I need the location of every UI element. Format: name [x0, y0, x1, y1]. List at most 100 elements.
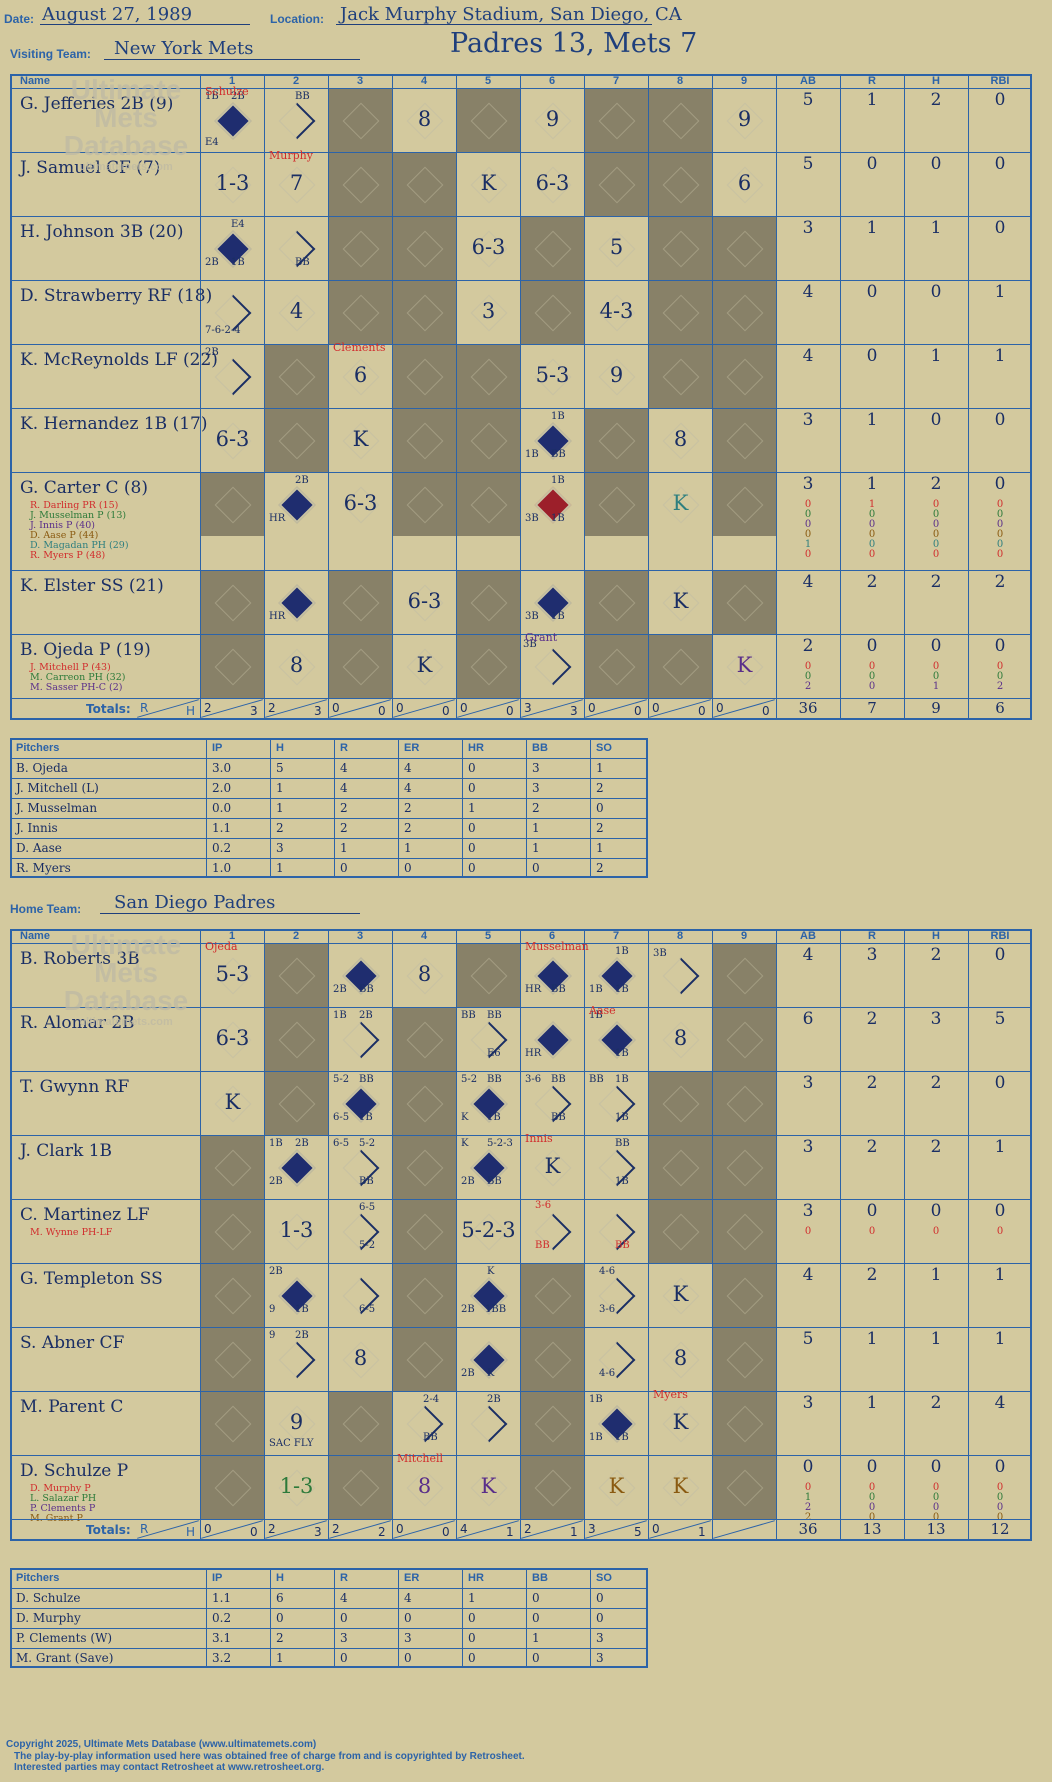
vis-plate-appearance-cell: 1-3 [201, 153, 264, 216]
home-plate-appearance-cell: K Innis [521, 1132, 584, 1199]
home-pitch-header: R [340, 1572, 348, 1584]
vis-pitch-cell: 3 [532, 781, 540, 795]
home-plate-appearance-cell [713, 1072, 776, 1135]
vis-sub-stat: 0 [868, 539, 876, 550]
vis-pitch-cell: 2 [340, 821, 348, 835]
vis-plate-appearance-cell [713, 473, 776, 536]
home-pitch-cell: 2 [276, 1631, 284, 1645]
home-play-result: K [544, 1154, 561, 1178]
home-stat-r: 2 [866, 1073, 878, 1093]
home-play-result: 8 [417, 1474, 432, 1498]
vis-sub-stat: 0 [804, 499, 812, 510]
vis-inning-runs: 0 [332, 701, 340, 715]
vis-plate-appearance-cell [649, 89, 712, 152]
home-header-r: R [868, 930, 876, 942]
vis-stat-rbi: 0 [994, 90, 1006, 110]
home-watermark-line3: Database [63, 985, 189, 1016]
home-play-mark: BB [615, 1240, 630, 1251]
home-plate-appearance-cell: 6-5 5-2 [329, 1200, 392, 1263]
vis-play-result: 8 [417, 107, 432, 131]
home-plate-appearance-cell [393, 1072, 456, 1135]
vis-stat-ab: 3 [802, 410, 814, 430]
vis-vline [648, 74, 649, 720]
vis-play-mark: 1B [551, 475, 565, 486]
home-play-mark: 2-4 [423, 1394, 440, 1405]
vis-stat-ab: 5 [802, 90, 814, 110]
home-plate-appearance-cell: 8 [393, 944, 456, 1007]
vis-pitch-cell: 2 [276, 821, 284, 835]
home-plate-appearance-cell: 8 Mitchell [393, 1452, 456, 1519]
base-diamond [726, 1085, 764, 1123]
home-sub-stat: 0 [996, 1482, 1004, 1493]
home-play-result: 5-2-3 [461, 1218, 516, 1242]
home-sub-stat: 0 [932, 1482, 940, 1493]
home-play-mark: 3B [653, 948, 667, 959]
home-stat-rbi: 4 [994, 1393, 1006, 1413]
home-plate-appearance-cell [329, 1456, 392, 1519]
vis-sub-stat: 0 [868, 681, 876, 692]
vis-plate-appearance-cell [329, 153, 392, 216]
vis-header-rule [10, 88, 1032, 89]
vis-sub-stat: 0 [996, 661, 1004, 672]
base-diamond [662, 294, 700, 332]
vis-watermark-url: ultimatemets.com [79, 161, 173, 173]
vis-sub-stat: 0 [868, 509, 876, 520]
vis-plate-appearance-cell [457, 473, 520, 536]
home-sub-stat: 0 [804, 1226, 812, 1237]
home-plate-appearance-cell: 2B 9 1B [265, 1264, 328, 1327]
home-play-mark: BB [487, 1010, 502, 1021]
home-play-mark: BB [359, 1176, 374, 1187]
vis-vline [328, 74, 329, 720]
vis-header-r: R [868, 75, 876, 87]
home-watermark-logo: Ultimate Mets Database ultimatemets.com [36, 931, 216, 1061]
home-play-mark: 6-5 [359, 1304, 376, 1315]
home-inning-runs: 2 [268, 1522, 276, 1536]
home-total-stat: 13 [862, 1520, 882, 1538]
vis-plate-appearance-cell [393, 217, 456, 280]
vis-pitch-cell: 3.0 [212, 761, 232, 775]
home-sub-stat: 1 [804, 1492, 812, 1503]
home-plate-appearance-cell: HR [521, 1008, 584, 1071]
vis-stat-r: 0 [866, 636, 878, 656]
home-sub-stat: 0 [868, 1512, 876, 1523]
vis-pitch-vline [462, 738, 463, 878]
home-play-mark: K [487, 1266, 495, 1277]
vis-batter-name: H. Johnson 3B (20) [20, 222, 184, 242]
vis-inning-runs: 0 [396, 701, 404, 715]
home-stat-h: 0 [930, 1457, 942, 1477]
home-play-mark: 1B [295, 1304, 309, 1315]
home-pitch-cell: 4 [404, 1591, 412, 1605]
home-pitch-cell: 3.1 [212, 1631, 232, 1645]
home-plate-appearance-cell: K 2B 1BB [457, 1264, 520, 1327]
home-play-mark: 2B [295, 1138, 309, 1149]
home-play-mark: 2B [269, 1266, 283, 1277]
home-play-mark: 6-5 [333, 1138, 350, 1149]
vis-stat-h: 0 [930, 154, 942, 174]
home-total-stat: 13 [926, 1520, 946, 1538]
base-diamond [278, 1085, 316, 1123]
home-stat-h: 2 [930, 1393, 942, 1413]
home-header-inning-2: 2 [292, 930, 300, 942]
home-sub-stat: 0 [868, 1492, 876, 1503]
vis-plate-appearance-cell [329, 281, 392, 344]
vis-play-mark: 7-6-2-4 [205, 325, 241, 336]
home-play-mark: BB [535, 1240, 550, 1251]
home-plate-appearance-cell [201, 1136, 264, 1199]
vis-plate-appearance-cell [393, 473, 456, 536]
home-sub-stat: 0 [932, 1502, 940, 1513]
vis-plate-appearance-cell: K [713, 635, 776, 698]
base-diamond [278, 102, 316, 140]
vis-header-inning-9: 9 [740, 75, 748, 87]
home-stat-rbi: 0 [994, 1201, 1006, 1221]
home-sub-stat: 2 [804, 1502, 812, 1513]
home-header-inning-5: 5 [484, 930, 492, 942]
vis-play-result: K [672, 589, 689, 613]
vis-inning-runs: 0 [460, 701, 468, 715]
home-sub-stat: 2 [804, 1512, 812, 1523]
vis-plate-appearance-cell: 4-3 [585, 281, 648, 344]
home-pitch-cell: 3 [596, 1631, 604, 1645]
base-diamond [214, 1149, 252, 1187]
vis-sub-name: R. Darling PR (15) [30, 500, 119, 511]
home-play-mark: 1B [589, 1010, 603, 1021]
base-diamond [470, 648, 508, 686]
